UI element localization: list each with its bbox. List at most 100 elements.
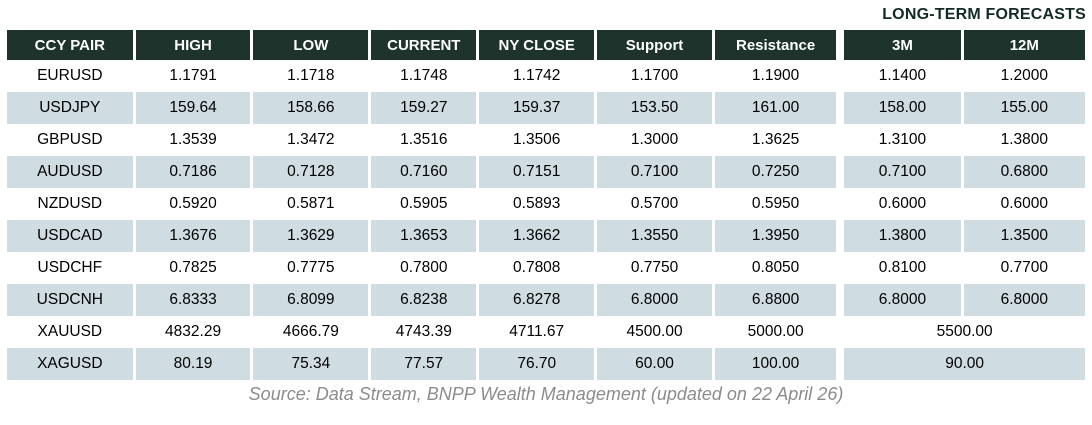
panel-header: LONG-TERM FORECASTS [0,0,1092,30]
forecast-merged-cell: 5500.00 [839,316,1085,348]
value-cell: 0.7750 [630,259,679,276]
value-cell: 0.5905 [400,195,448,212]
value-cell: 0.7128 [253,156,369,188]
value-cell: 4832.29 [165,323,222,340]
value-cell: 6.8278 [479,284,595,316]
value-cell: 6.8333 [135,284,251,316]
value-cell: 0.5871 [287,195,335,212]
col-header-ccy-pair: CCY PAIR [7,30,133,60]
ccy-pair-cell: EURUSD [37,67,103,84]
value-cell: 6.8238 [371,284,477,316]
table-row: USDCHF 0.7825 0.7775 0.7800 0.7808 0.7750 0.80… [7,252,1085,284]
ccy-pair-cell: NZDUSD [37,195,103,212]
value-cell: 1.3539 [169,131,217,148]
value-cell: 1.3500 [963,220,1085,252]
value-cell: 0.7808 [513,259,561,276]
value-cell: 0.7100 [597,156,712,188]
value-cell: 153.50 [597,92,712,124]
value-cell: 0.7800 [400,259,448,276]
value-cell: 1.3800 [839,220,961,252]
value-cell: 4743.39 [395,323,452,340]
value-cell: 6.8000 [597,284,712,316]
source-note: Source: Data Stream, BNPP Wealth Managem… [248,384,844,404]
col-header-12m: 12M [963,30,1085,60]
value-cell: 0.7151 [479,156,595,188]
value-cell: 1.3662 [479,220,595,252]
table-row: USDJPY 159.64 158.66 159.27 159.37 153.50 161.… [7,92,1085,124]
value-cell: 0.7700 [1000,259,1048,276]
ccy-pair-cell: XAGUSD [7,348,133,380]
value-cell: 155.00 [963,92,1085,124]
value-cell: 1.3625 [751,131,800,148]
value-cell: 1.3506 [513,131,561,148]
value-cell: 6.8000 [839,284,961,316]
value-cell: 0.6000 [839,188,960,220]
forecast-merged-cell: 90.00 [839,348,1085,380]
value-cell: 0.8100 [839,252,960,284]
value-cell: 1.1791 [169,67,217,84]
value-cell: 158.66 [253,92,369,124]
value-cell: 0.7775 [287,259,335,276]
long-term-forecasts-title: LONG-TERM FORECASTS [882,6,1086,23]
value-cell: 5000.00 [747,323,804,340]
value-cell: 1.1900 [751,67,800,84]
ccy-pair-cell: GBPUSD [37,131,103,148]
value-cell: 80.19 [135,348,251,380]
table-row: XAUUSD 4832.29 4666.79 4743.39 4711.67 4500.0… [7,316,1085,348]
value-cell: 76.70 [479,348,595,380]
value-cell: 75.34 [253,348,369,380]
value-cell: 1.3800 [1000,131,1048,148]
table-row: USDCNH 6.8333 6.8099 6.8238 6.8278 6.8000 6.88… [7,284,1085,316]
value-cell: 0.5893 [513,195,561,212]
value-cell: 6.8000 [963,284,1085,316]
value-cell: 0.7160 [371,156,477,188]
ccy-pair-cell: XAUUSD [37,323,103,340]
value-cell: 0.6000 [1000,195,1048,212]
ccy-pair-cell: USDJPY [7,92,133,124]
value-cell: 159.64 [135,92,251,124]
value-cell: 0.7100 [839,156,961,188]
value-cell: 1.1718 [287,67,335,84]
value-cell: 159.27 [371,92,477,124]
value-cell: 0.7186 [135,156,251,188]
table-row: USDCAD 1.3676 1.3629 1.3653 1.3662 1.3550 1.39… [7,220,1085,252]
value-cell: 4711.67 [509,323,565,340]
value-cell: 100.00 [714,348,837,380]
value-cell: 1.3472 [287,131,335,148]
value-cell: 1.1700 [630,67,679,84]
value-cell: 1.3653 [371,220,477,252]
fx-forecast-table: CCY PAIR HIGH LOW CURRENT NY CLOSE Suppo… [4,30,1088,380]
col-header-current: CURRENT [371,30,477,60]
col-header-high: HIGH [135,30,251,60]
value-cell: 159.37 [479,92,595,124]
value-cell: 1.2000 [1000,67,1048,84]
col-header-support: Support [597,30,712,60]
value-cell: 77.57 [371,348,477,380]
value-cell: 0.5700 [630,195,679,212]
value-cell: 1.1400 [839,60,960,92]
value-cell: 1.3550 [597,220,712,252]
ccy-pair-cell: USDCNH [7,284,133,316]
value-cell: 60.00 [597,348,712,380]
value-cell: 6.8800 [714,284,837,316]
table-row: EURUSD 1.1791 1.1718 1.1748 1.1742 1.1700 1.19… [7,60,1085,92]
value-cell: 4666.79 [282,323,339,340]
value-cell: 6.8099 [253,284,369,316]
col-header-ny-close: NY CLOSE [479,30,595,60]
footer: Source: Data Stream, BNPP Wealth Managem… [0,384,1092,405]
ccy-pair-cell: AUDUSD [7,156,133,188]
table-row: XAGUSD 80.19 75.34 77.57 76.70 60.00 100.00 90.… [7,348,1085,380]
value-cell: 1.3676 [135,220,251,252]
value-cell: 161.00 [714,92,837,124]
value-cell: 1.3516 [400,131,448,148]
col-header-resistance: Resistance [714,30,837,60]
value-cell: 158.00 [839,92,961,124]
value-cell: 0.5920 [169,195,217,212]
value-cell: 0.5950 [751,195,800,212]
value-cell: 1.3100 [839,124,960,156]
value-cell: 0.7250 [714,156,837,188]
value-cell: 1.1748 [400,67,448,84]
table-header-row: CCY PAIR HIGH LOW CURRENT NY CLOSE Suppo… [7,30,1085,60]
value-cell: 0.8050 [751,259,800,276]
